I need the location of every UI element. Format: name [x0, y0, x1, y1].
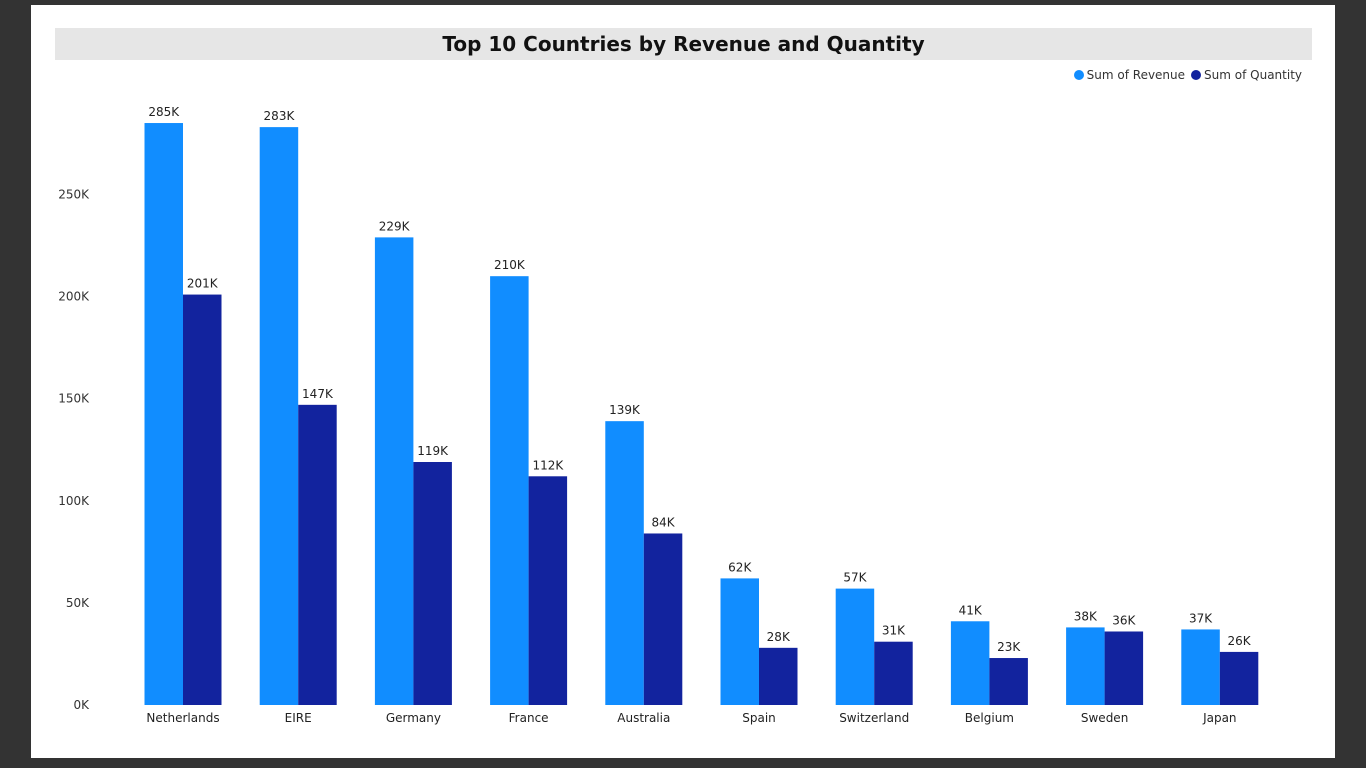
quantity-data-label: 26K: [1227, 634, 1251, 648]
revenue-data-label: 229K: [379, 219, 411, 233]
x-category-label: Australia: [617, 711, 670, 725]
x-category-label: Spain: [742, 711, 776, 725]
quantity-bar[interactable]: [298, 404, 337, 705]
quantity-bar[interactable]: [759, 647, 798, 705]
quantity-data-label: 112K: [532, 458, 564, 472]
y-tick-label: 50K: [66, 596, 90, 610]
chart-legend[interactable]: Sum of Revenue Sum of Quantity: [1073, 68, 1302, 82]
quantity-data-label: 147K: [302, 387, 334, 401]
legend-label-quantity: Sum of Quantity: [1204, 68, 1302, 82]
revenue-data-label: 37K: [1189, 611, 1213, 625]
revenue-bar[interactable]: [1181, 629, 1220, 705]
quantity-data-label: 23K: [997, 640, 1021, 654]
quantity-data-label: 201K: [187, 277, 219, 291]
y-tick-label: 100K: [58, 494, 90, 508]
x-category-label: EIRE: [285, 711, 312, 725]
revenue-data-label: 283K: [264, 109, 296, 123]
legend-item-quantity[interactable]: Sum of Quantity: [1191, 68, 1302, 82]
revenue-bar[interactable]: [1066, 627, 1105, 705]
revenue-bar[interactable]: [720, 578, 760, 705]
y-tick-label: 250K: [58, 188, 90, 202]
x-category-label: Switzerland: [839, 711, 909, 725]
chart-title-bar: Top 10 Countries by Revenue and Quantity: [55, 28, 1312, 60]
revenue-data-label: 38K: [1074, 609, 1098, 623]
quantity-data-label: 84K: [651, 515, 675, 529]
quantity-data-label: 119K: [417, 444, 449, 458]
revenue-bar[interactable]: [950, 621, 990, 705]
quantity-bar[interactable]: [989, 658, 1028, 705]
revenue-bar[interactable]: [259, 127, 299, 705]
x-category-label: Sweden: [1081, 711, 1128, 725]
report-canvas: Top 10 Countries by Revenue and Quantity…: [31, 5, 1335, 758]
x-category-label: Germany: [386, 711, 441, 725]
chart-title: Top 10 Countries by Revenue and Quantity: [442, 32, 925, 56]
quantity-bar[interactable]: [874, 641, 913, 705]
revenue-data-label: 41K: [959, 603, 983, 617]
y-tick-label: 0K: [73, 698, 90, 712]
legend-dot-revenue: [1073, 70, 1084, 80]
x-category-label: France: [509, 711, 549, 725]
y-tick-label: 150K: [58, 392, 90, 406]
quantity-data-label: 31K: [882, 624, 906, 638]
revenue-bar[interactable]: [490, 276, 529, 705]
quantity-bar[interactable]: [413, 462, 452, 705]
quantity-bar[interactable]: [183, 294, 222, 705]
y-tick-label: 200K: [58, 290, 90, 304]
revenue-bar[interactable]: [144, 123, 184, 705]
quantity-data-label: 36K: [1112, 613, 1136, 627]
revenue-data-label: 210K: [494, 258, 526, 272]
x-category-label: Netherlands: [146, 711, 219, 725]
revenue-bar[interactable]: [374, 237, 414, 705]
quantity-bar[interactable]: [528, 476, 568, 705]
quantity-bar[interactable]: [1219, 651, 1259, 705]
revenue-data-label: 139K: [609, 403, 641, 417]
bar-chart: 0K 50K 100K 150K 200K 250K 285K 201K Netherlands…: [58, 105, 1259, 725]
revenue-data-label: 57K: [843, 571, 867, 585]
quantity-bar[interactable]: [643, 533, 683, 705]
revenue-bar[interactable]: [605, 421, 644, 705]
legend-item-revenue[interactable]: Sum of Revenue: [1073, 68, 1186, 82]
revenue-data-label: 62K: [728, 560, 752, 574]
legend-label-revenue: Sum of Revenue: [1086, 68, 1186, 82]
quantity-bar[interactable]: [1104, 631, 1144, 705]
revenue-data-label: 285K: [148, 105, 180, 119]
quantity-data-label: 28K: [767, 630, 791, 644]
revenue-bar[interactable]: [835, 588, 875, 705]
legend-dot-quantity: [1191, 70, 1202, 80]
x-category-label: Belgium: [965, 711, 1014, 725]
x-category-label: Japan: [1202, 711, 1236, 725]
